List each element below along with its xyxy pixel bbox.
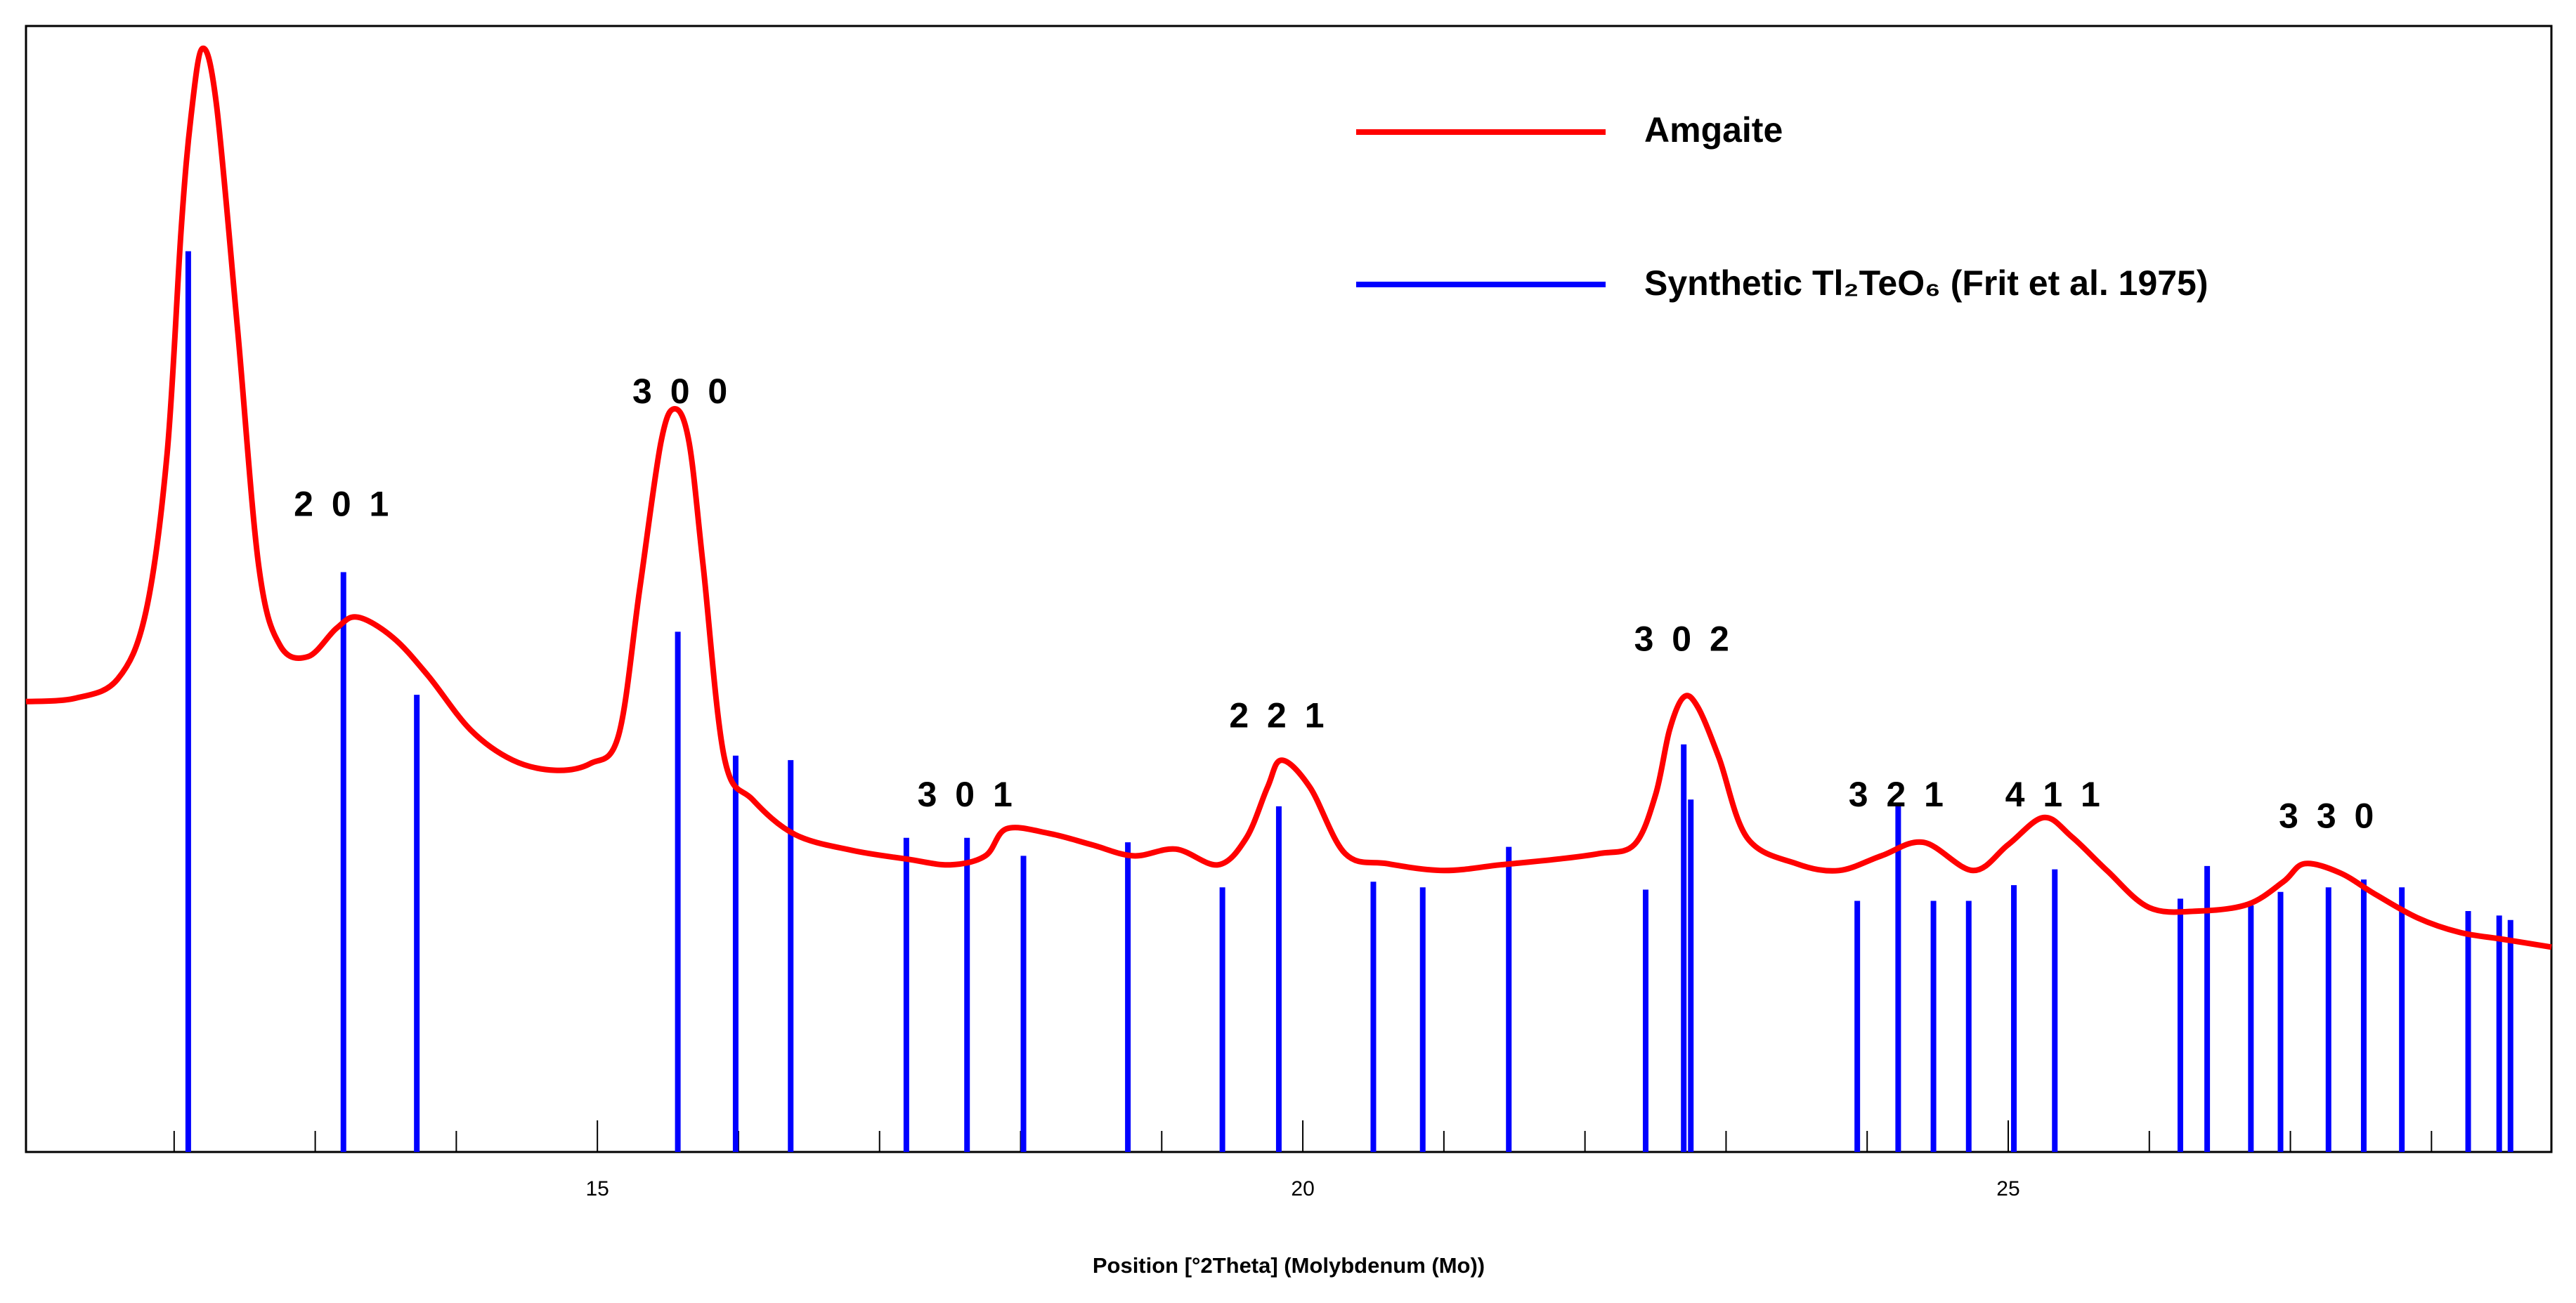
minor-ticks xyxy=(173,1131,2433,1152)
hkl-label: 3 0 1 xyxy=(918,775,1017,814)
hkl-label: 3 0 0 xyxy=(632,372,731,411)
x-tick-labels: 15 20 25 xyxy=(585,1177,2019,1200)
hkl-label: 3 3 0 xyxy=(2279,796,2378,835)
synthetic-reference-sticks xyxy=(185,251,2513,1152)
legend: Amgaite Synthetic Tl₂TeO₆ (Frit et al. 1… xyxy=(1356,110,2209,303)
legend-label-synthetic: Synthetic Tl₂TeO₆ (Frit et al. 1975) xyxy=(1644,263,2209,303)
plot-area xyxy=(25,25,2553,1153)
x-tick-label: 15 xyxy=(585,1177,609,1200)
hkl-label: 2 0 1 xyxy=(294,484,393,523)
amgaite-pattern-line xyxy=(25,45,2552,950)
hkl-label: 4 1 1 xyxy=(2005,775,2105,814)
hkl-label: 3 0 2 xyxy=(1634,620,1733,659)
hkl-annotations: 1 1 12 0 13 0 03 0 12 2 13 0 23 2 14 1 1… xyxy=(294,372,2378,835)
x-axis-label: Position [°2Theta] (Molybdenum (Mo)) xyxy=(1093,1253,1485,1278)
hkl-label: 2 2 1 xyxy=(1229,696,1328,735)
x-tick-label: 25 xyxy=(1996,1177,2019,1200)
major-ticks xyxy=(597,1120,2009,1152)
legend-label-amgaite: Amgaite xyxy=(1644,110,1783,150)
hkl-label: 3 2 1 xyxy=(1849,775,1948,814)
x-tick-label: 20 xyxy=(1291,1177,1314,1200)
